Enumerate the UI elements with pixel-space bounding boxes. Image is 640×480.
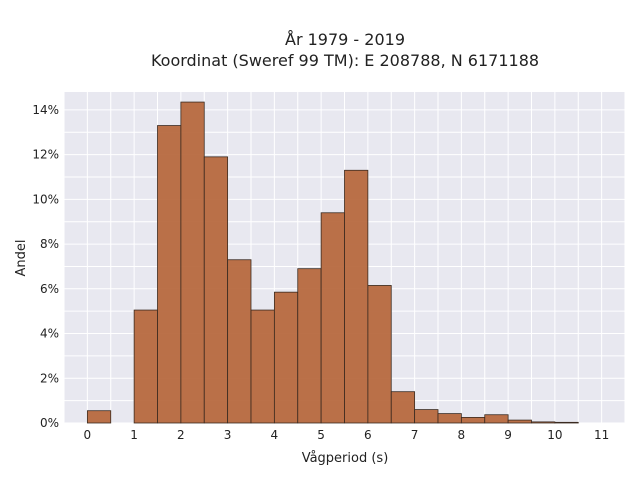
histogram-bar: [554, 421, 579, 424]
x-tick-label: 5: [317, 428, 325, 442]
histogram-bar: [320, 212, 345, 424]
y-axis-label: Andel: [14, 240, 29, 277]
x-tick-label: 0: [84, 428, 92, 442]
y-tick-label: 8%: [40, 237, 59, 251]
histogram-bar: [367, 285, 392, 424]
x-tick-label: 11: [594, 428, 609, 442]
histogram-bar: [227, 259, 252, 424]
x-tick-label: 10: [547, 428, 562, 442]
y-tick-label: 4%: [40, 327, 59, 341]
x-axis-label: Vågperiod (s): [302, 451, 389, 466]
x-tick-label: 4: [271, 428, 279, 442]
x-axis-ticks: 0 1 2 3 4 5 6 7 8 9 10 11: [84, 428, 610, 442]
histogram-bar: [460, 417, 486, 424]
histogram-bar: [203, 156, 229, 424]
y-tick-label: 12%: [32, 148, 59, 162]
x-tick-label: 9: [504, 428, 512, 442]
histogram-bar: [180, 101, 205, 424]
histogram-bar: [297, 268, 322, 424]
y-axis-ticks: 0% 2% 4% 6% 8% 10% 12% 14%: [32, 103, 59, 430]
y-tick-label: 2%: [40, 371, 59, 385]
x-tick-label: 1: [130, 428, 138, 442]
histogram-bar: [484, 414, 509, 424]
histogram-bar: [414, 409, 439, 424]
y-tick-label: 0%: [40, 416, 59, 430]
y-tick-label: 6%: [40, 282, 59, 296]
x-tick-label: 6: [364, 428, 372, 442]
histogram-bar: [273, 291, 299, 424]
histogram-bar: [390, 391, 416, 424]
y-tick-label: 14%: [32, 103, 59, 117]
histogram-bar: [86, 410, 112, 424]
histogram-bar: [157, 125, 182, 424]
histogram-bar: [250, 309, 275, 424]
y-tick-label: 10%: [32, 192, 59, 206]
chart-title-line-2: Koordinat (Sweref 99 TM): E 208788, N 61…: [151, 51, 539, 70]
histogram-bar: [344, 169, 369, 424]
x-tick-label: 3: [224, 428, 232, 442]
histogram-bar: [531, 421, 556, 424]
histogram-bar: [437, 413, 462, 424]
x-tick-label: 8: [458, 428, 466, 442]
histogram-bar: [133, 309, 158, 424]
histogram-bar: [507, 419, 532, 424]
x-tick-label: 7: [411, 428, 419, 442]
x-tick-label: 2: [177, 428, 185, 442]
chart-title-line-1: År 1979 - 2019: [285, 30, 405, 49]
histogram-bars: [86, 101, 579, 424]
